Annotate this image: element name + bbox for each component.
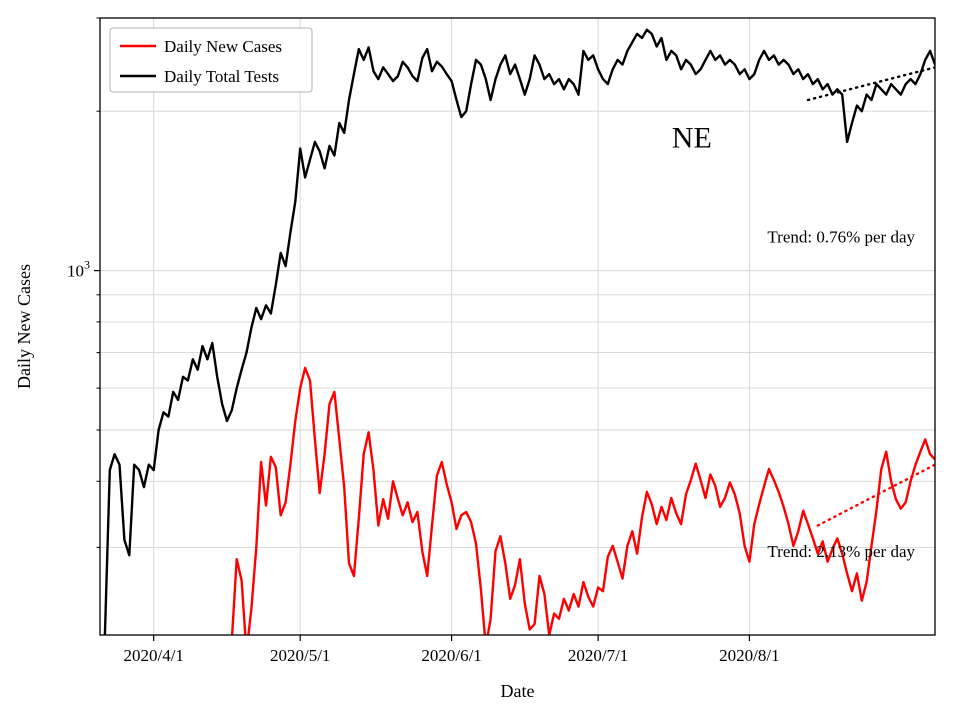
series-line-daily-total-tests — [103, 28, 935, 635]
x-tick-label: 2020/7/1 — [568, 646, 628, 665]
x-tick-label: 2020/8/1 — [719, 646, 779, 665]
legend: Daily New Cases Daily Total Tests — [109, 27, 313, 93]
legend-box — [109, 27, 313, 93]
x-tick-label: 2020/6/1 — [421, 646, 481, 665]
legend-label-1: Daily Total Tests — [164, 67, 279, 86]
axis-ticks — [94, 17, 751, 641]
x-axis-label: Date — [501, 681, 535, 701]
grid — [100, 17, 935, 635]
series-line-daily-new-cases — [230, 366, 935, 635]
y-tick-label: 103 — [67, 258, 90, 281]
plot-area — [103, 28, 935, 635]
plot-frame — [99, 17, 936, 636]
legend-label-0: Daily New Cases — [164, 37, 282, 56]
cases-trend-label: Trend: 2.13% per day — [767, 542, 915, 561]
annotation-region-label: NE — [672, 121, 712, 154]
tests-trend-label: Trend: 0.76% per day — [767, 227, 915, 246]
y-axis-label: Daily New Cases — [14, 264, 34, 389]
x-tick-label: 2020/4/1 — [123, 646, 183, 665]
x-tick-label: 2020/5/1 — [270, 646, 330, 665]
